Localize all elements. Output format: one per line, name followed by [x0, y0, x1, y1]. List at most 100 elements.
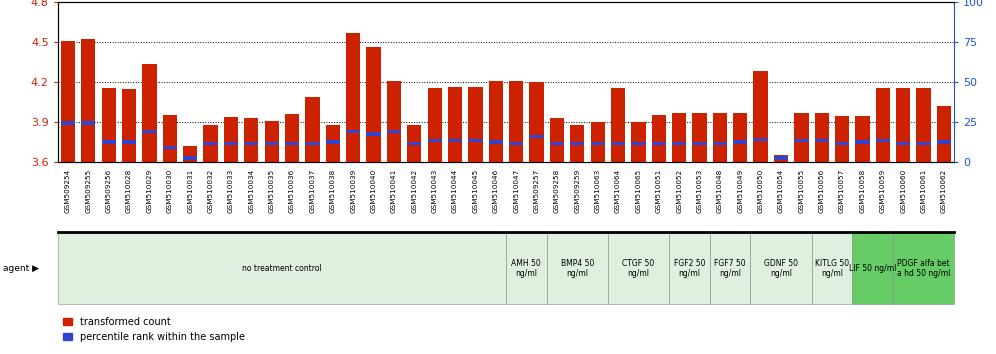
- Bar: [489, 140, 503, 143]
- Bar: [203, 125, 218, 162]
- Bar: [733, 114, 747, 162]
- Text: CTGF 50
ng/ml: CTGF 50 ng/ml: [622, 258, 654, 278]
- Bar: [468, 139, 482, 142]
- Bar: [672, 114, 686, 162]
- Bar: [875, 139, 890, 142]
- Bar: [203, 142, 218, 145]
- Text: BMP4 50
ng/ml: BMP4 50 ng/ml: [561, 258, 594, 278]
- Bar: [916, 142, 930, 145]
- Bar: [142, 64, 156, 162]
- Bar: [916, 88, 930, 162]
- Bar: [265, 121, 279, 162]
- Bar: [122, 89, 136, 162]
- Text: no treatment control: no treatment control: [242, 264, 322, 273]
- Bar: [82, 39, 96, 162]
- Bar: [774, 155, 788, 162]
- Bar: [835, 142, 850, 145]
- Bar: [427, 139, 442, 142]
- Bar: [82, 121, 96, 125]
- Text: GDS4048 / 10929450: GDS4048 / 10929450: [58, 0, 184, 1]
- Text: FGF7 50
ng/ml: FGF7 50 ng/ml: [714, 258, 746, 278]
- Bar: [713, 114, 727, 162]
- Bar: [326, 125, 340, 162]
- Bar: [448, 87, 462, 162]
- Bar: [530, 135, 544, 138]
- Bar: [692, 114, 706, 162]
- Bar: [815, 139, 829, 142]
- Bar: [244, 142, 258, 145]
- Bar: [386, 130, 401, 133]
- Bar: [326, 140, 340, 143]
- Bar: [794, 139, 809, 142]
- Bar: [306, 97, 320, 162]
- Bar: [856, 140, 870, 143]
- Bar: [937, 106, 951, 162]
- Bar: [122, 140, 136, 143]
- Bar: [285, 114, 299, 162]
- Bar: [611, 88, 625, 162]
- Bar: [835, 116, 850, 162]
- Bar: [774, 156, 788, 160]
- Bar: [183, 145, 197, 162]
- Text: FGF2 50
ng/ml: FGF2 50 ng/ml: [673, 258, 705, 278]
- Bar: [733, 140, 747, 143]
- Bar: [224, 142, 238, 145]
- Bar: [183, 156, 197, 160]
- Bar: [591, 122, 605, 162]
- Bar: [489, 81, 503, 162]
- Bar: [672, 142, 686, 145]
- Bar: [244, 118, 258, 162]
- Bar: [102, 140, 116, 143]
- Text: agent ▶: agent ▶: [3, 264, 39, 273]
- Bar: [794, 114, 809, 162]
- Bar: [651, 115, 666, 162]
- Bar: [61, 121, 75, 125]
- Bar: [162, 145, 177, 149]
- Bar: [407, 125, 421, 162]
- Bar: [896, 142, 910, 145]
- Bar: [611, 142, 625, 145]
- Bar: [570, 142, 585, 145]
- Bar: [631, 122, 645, 162]
- Text: KITLG 50
ng/ml: KITLG 50 ng/ml: [815, 258, 849, 278]
- Bar: [427, 88, 442, 162]
- Bar: [856, 116, 870, 162]
- Bar: [530, 82, 544, 162]
- Bar: [61, 41, 75, 162]
- Bar: [550, 142, 564, 145]
- Text: PDGF alfa bet
a hd 50 ng/ml: PDGF alfa bet a hd 50 ng/ml: [897, 258, 950, 278]
- Bar: [346, 130, 361, 133]
- Bar: [875, 88, 890, 162]
- Bar: [265, 142, 279, 145]
- Bar: [550, 118, 564, 162]
- Bar: [692, 142, 706, 145]
- Bar: [306, 142, 320, 145]
- Bar: [386, 81, 401, 162]
- Bar: [162, 115, 177, 162]
- Bar: [651, 142, 666, 145]
- Bar: [591, 142, 605, 145]
- Text: AMH 50
ng/ml: AMH 50 ng/ml: [512, 258, 541, 278]
- Bar: [896, 88, 910, 162]
- Bar: [754, 72, 768, 162]
- Bar: [142, 130, 156, 133]
- Bar: [570, 125, 585, 162]
- Bar: [367, 47, 380, 162]
- Bar: [468, 87, 482, 162]
- Bar: [346, 33, 361, 162]
- Bar: [754, 137, 768, 141]
- Bar: [367, 132, 380, 136]
- Bar: [407, 142, 421, 145]
- Bar: [224, 118, 238, 162]
- Bar: [285, 142, 299, 145]
- Bar: [937, 140, 951, 143]
- Bar: [102, 88, 116, 162]
- Bar: [509, 81, 523, 162]
- Legend: transformed count, percentile rank within the sample: transformed count, percentile rank withi…: [63, 317, 245, 342]
- Text: GDNF 50
ng/ml: GDNF 50 ng/ml: [764, 258, 798, 278]
- Bar: [631, 142, 645, 145]
- Text: LIF 50 ng/ml: LIF 50 ng/ml: [849, 264, 896, 273]
- Bar: [713, 142, 727, 145]
- Bar: [509, 142, 523, 145]
- Bar: [815, 114, 829, 162]
